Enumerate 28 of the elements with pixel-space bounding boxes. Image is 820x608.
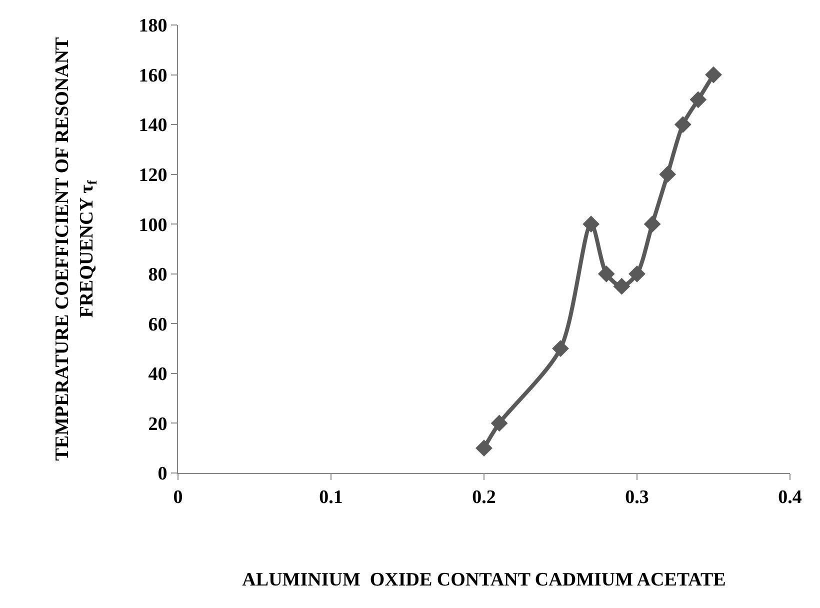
y-tick-label: 60 (148, 314, 168, 336)
x-tick-label: 0.2 (472, 486, 496, 508)
point (674, 116, 692, 134)
point (628, 265, 646, 282)
x-tick-label: 0.3 (625, 486, 649, 508)
point (490, 414, 508, 432)
point (476, 440, 492, 457)
x-tick-label: 0.1 (319, 486, 343, 508)
point (705, 66, 722, 84)
point (690, 91, 707, 108)
y-tick-label: 140 (138, 115, 168, 136)
point (659, 166, 676, 183)
y-tick-label: 160 (138, 65, 168, 86)
y-tick-label: 80 (148, 264, 168, 286)
y-tick-label: 180 (138, 16, 168, 37)
point (552, 340, 569, 358)
point (613, 278, 630, 295)
y-tick-label: 100 (138, 214, 168, 236)
x-axis-title: ALUMINIUM OXIDE CONTANT CADMIUM ACETATE (242, 570, 726, 591)
y-tick-label: 0 (158, 464, 168, 485)
x-tick-label: 0.4 (778, 486, 802, 508)
point (598, 265, 615, 282)
y-tick-label: 40 (148, 364, 168, 386)
x-tick-label: 0 (173, 486, 183, 508)
point (644, 216, 661, 233)
y-tick-label: 120 (138, 164, 168, 186)
point (582, 216, 600, 233)
y-tick-label: 20 (148, 414, 168, 435)
